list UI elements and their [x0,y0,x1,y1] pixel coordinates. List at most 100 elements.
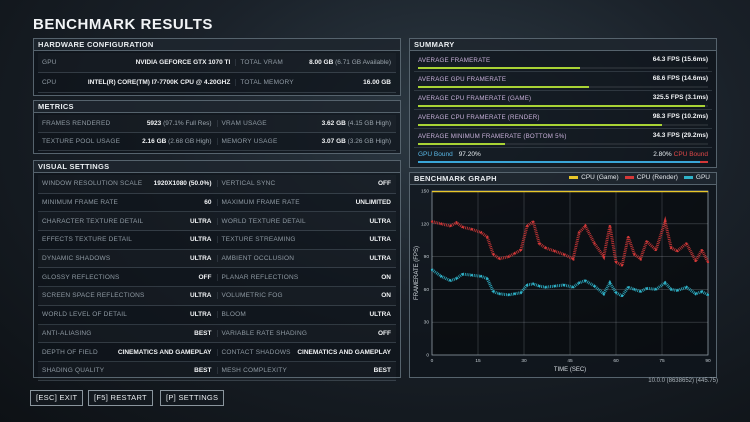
data-point [479,275,483,278]
summary-bar-fill [418,85,590,88]
data-point [663,220,667,223]
setting-row: MINIMUM FRAME RATE 60 MAXIMUM FRAME RATE UN… [38,194,396,213]
vram-value: 8.00 GB (6.71 GB Available) [309,59,391,66]
gpu-bound-fill [418,160,700,163]
summary-row: AVERAGE GPU FRAMERATE 68.6 FPS (14.6ms) [414,72,712,91]
cpu-label: CPU [42,79,57,86]
legend-swatch [683,176,693,179]
data-point [449,224,452,228]
setting-value: ULTRA [189,255,212,263]
data-point [455,221,458,224]
setting-label: WORLD TEXTURE DETAIL [221,217,306,225]
data-point [584,279,587,282]
setting-label: MINIMUM FRAME RATE [42,199,119,207]
y-tick-label: 30 [424,320,430,326]
data-point [578,281,581,284]
cpu-bound-value: 2.80% CPU Bound [653,151,708,158]
x-tick-label: 60 [613,358,619,364]
setting-value: ULTRA [369,217,391,225]
x-tick-label: 90 [705,358,711,364]
setting-value: BEST [194,367,212,375]
summary-bar-track [418,85,708,88]
setting-value: OFF [198,273,212,281]
setting-label: ANTI-ALIASING [42,329,92,337]
data-point [584,224,587,228]
summary-row: AVERAGE FRAMERATE 64.3 FPS (15.6ms) [414,53,712,72]
data-point [562,283,565,287]
setting-label: SCREEN SPACE REFLECTIONS [42,292,145,300]
data-point [544,286,547,289]
restart-button[interactable]: [F5] RESTART [88,390,153,406]
settings-button[interactable]: [P] SETTINGS [160,390,225,406]
memory-label: TOTAL MEMORY [240,79,294,86]
summary-heading: SUMMARY [410,39,716,51]
graph-legend: CPU (Game) CPU (Render) GPU [569,174,710,181]
setting-value: OFF [378,329,391,337]
data-point [627,286,630,289]
summary-bar-fill [418,66,581,69]
x-axis-label: TIME (SEC) [554,367,586,373]
data-point [513,292,516,295]
data-point [694,292,697,295]
data-point [532,220,535,223]
data-point [571,286,575,289]
summary-bar-track [418,104,708,107]
data-point [706,260,710,264]
data-point [562,253,565,256]
y-tick-label: 150 [421,189,429,195]
metrics-row: TEXTURE POOL USAGE 2.16 GB (2.68 GB High)… [38,133,396,151]
legend-label: CPU (Render) [636,174,678,181]
data-point [676,250,679,253]
setting-label: VOLUMETRIC FOG [221,292,283,300]
exit-button[interactable]: [ESC] EXIT [30,390,84,406]
data-point [507,293,510,296]
setting-row: ANTI-ALIASING BEST VARIABLE RATE SHADING OF… [38,325,396,344]
setting-value: ULTRA [369,255,391,263]
legend-swatch [569,176,579,179]
metrics-panel: METRICS FRAMES RENDERED 5923 (97.1% Full … [33,100,401,154]
summary-panel: SUMMARY AVERAGE FRAMERATE 64.3 FPS (15.6m… [409,38,717,168]
summary-bar-track [418,66,708,69]
plot-area [431,190,709,356]
y-tick-label: 0 [426,353,429,359]
setting-row: GLOSSY REFLECTIONS OFF PLANAR REFLECTIONS O… [38,268,396,288]
data-point [645,287,648,290]
summary-label: AVERAGE FRAMERATE [418,57,491,64]
setting-label: WINDOW RESOLUTION SCALE [42,180,143,188]
summary-bar-fill [418,123,662,126]
summary-row: AVERAGE MINIMUM FRAMERATE (BOTTOM 5%) 34.… [414,129,712,148]
memory-usage-value: 3.07 GB (3.26 GB High) [321,138,391,145]
cpu-bound-fill [699,160,708,163]
data-point [519,248,523,252]
setting-label: AMBIENT OCCLUSION [221,255,295,263]
frames-rendered-value: 5923 (97.1% Full Res) [146,120,212,127]
setting-label: PLANAR REFLECTIONS [221,273,299,281]
hardware-heading: HARDWARE CONFIGURATION [34,39,400,51]
cpu-value: INTEL(R) CORE(TM) I7-7700K CPU @ 4.20GHZ [87,79,231,86]
setting-row: DYNAMIC SHADOWS ULTRA AMBIENT OCCLUSION ULT… [38,250,396,269]
benchmark-graph-panel: BENCHMARK GRAPH CPU (Game) CPU (Render) GP… [409,172,717,378]
data-point [670,288,673,291]
setting-label: WORLD LEVEL OF DETAIL [42,311,128,319]
legend-item: CPU (Render) [624,174,678,181]
setting-value: ULTRA [189,311,212,319]
summary-bar-track [418,142,708,145]
setting-value: CINEMATICS AND GAMEPLAY [297,348,391,356]
setting-value: ULTRA [369,311,391,319]
data-point [593,242,596,245]
setting-value: 60 [204,199,212,207]
data-point [525,283,529,287]
visual-settings-panel: VISUAL SETTINGS WINDOW RESOLUTION SCALE 1… [33,160,401,381]
version-label: 10.0.0 (8638652) (445.75) [648,378,718,384]
data-point [621,294,624,298]
legend-item: CPU (Game) [569,174,619,181]
setting-value: BEST [373,367,391,375]
data-point [538,285,541,288]
data-point [639,257,642,260]
x-tick-label: 45 [567,358,573,364]
page-title: BENCHMARK RESULTS [33,16,213,33]
x-tick-label: 15 [475,358,481,364]
legend-swatch [624,176,634,179]
data-point [602,255,605,258]
texture-pool-value: 2.16 GB (2.68 GB High) [142,138,212,145]
